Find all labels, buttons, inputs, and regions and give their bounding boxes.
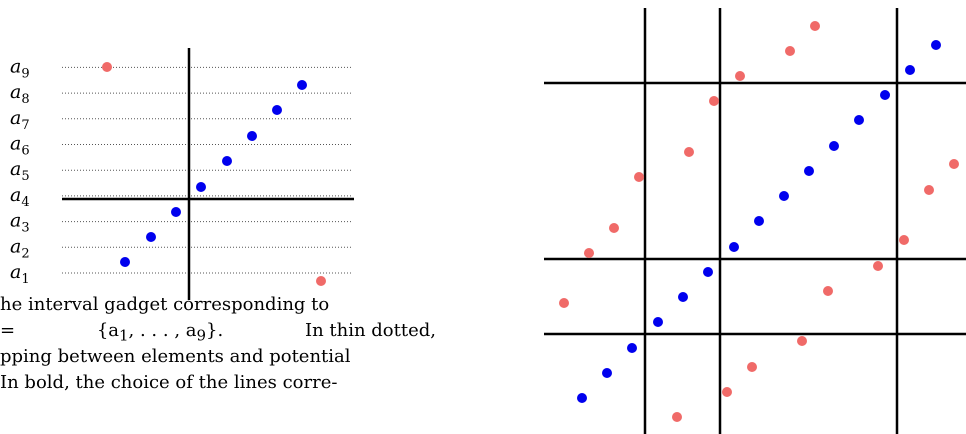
- red-point: [634, 172, 644, 182]
- blue-point: [703, 267, 713, 277]
- red-point: [735, 71, 745, 81]
- caption-dotted-note: In thin dotted,: [304, 320, 436, 341]
- blue-point: [146, 232, 156, 242]
- red-point: [899, 235, 909, 245]
- red-point: [316, 276, 326, 286]
- red-point: [672, 412, 682, 422]
- blue-point: [905, 65, 915, 75]
- red-point: [924, 185, 934, 195]
- red-point: [584, 248, 594, 258]
- red-point: [709, 96, 719, 106]
- blue-point: [880, 90, 890, 100]
- red-point: [949, 159, 959, 169]
- dotted-lines: [62, 66, 352, 274]
- red-point: [559, 298, 569, 308]
- label-a4: a4: [10, 184, 30, 210]
- label-a6: a6: [10, 133, 30, 159]
- red-point: [747, 362, 757, 372]
- blue-point: [247, 131, 257, 141]
- grid-lines: [544, 8, 966, 434]
- red-point: [785, 46, 795, 56]
- red-point: [873, 261, 883, 271]
- caption-line-2: = {a1, . . . , a9}. In thin dotted,: [0, 318, 436, 345]
- blue-point: [678, 292, 688, 302]
- label-a1: a1: [10, 261, 30, 287]
- figure-caption: he interval gadget corresponding to = {a…: [0, 292, 436, 396]
- blue-point: [272, 105, 282, 115]
- red-point: [609, 223, 619, 233]
- caption-line-4: In bold, the choice of the lines corre-: [0, 372, 338, 393]
- label-a3: a3: [10, 210, 30, 236]
- blue-point: [931, 40, 941, 50]
- label-a9: a9: [10, 55, 30, 81]
- blue-point: [829, 141, 839, 151]
- label-a5: a5: [10, 158, 30, 184]
- blue-point: [854, 115, 864, 125]
- blue-point: [577, 393, 587, 403]
- blue-point: [297, 80, 307, 90]
- red-point: [810, 21, 820, 31]
- label-a8: a8: [10, 81, 30, 107]
- label-a7: a7: [10, 107, 30, 133]
- caption-equals: =: [0, 320, 16, 341]
- grid-points: [559, 21, 959, 422]
- blue-point: [754, 216, 764, 226]
- caption-line-1: he interval gadget corresponding to: [0, 294, 330, 315]
- red-point: [684, 147, 694, 157]
- gadget-points: [102, 62, 326, 286]
- caption-line-3: pping between elements and potential: [0, 346, 351, 367]
- red-point: [722, 387, 732, 397]
- blue-point: [779, 191, 789, 201]
- blue-point: [627, 343, 637, 353]
- caption-set: {a1, . . . , a9}.: [96, 320, 224, 345]
- blue-point: [120, 257, 130, 267]
- label-a2: a2: [10, 235, 30, 261]
- red-point: [102, 62, 112, 72]
- red-point: [797, 336, 807, 346]
- blue-point: [653, 317, 663, 327]
- blue-point: [804, 166, 814, 176]
- grid-diagram: [544, 8, 966, 434]
- blue-point: [196, 182, 206, 192]
- red-point: [823, 286, 833, 296]
- blue-point: [171, 207, 181, 217]
- blue-point: [222, 156, 232, 166]
- blue-point: [602, 368, 612, 378]
- blue-point: [729, 242, 739, 252]
